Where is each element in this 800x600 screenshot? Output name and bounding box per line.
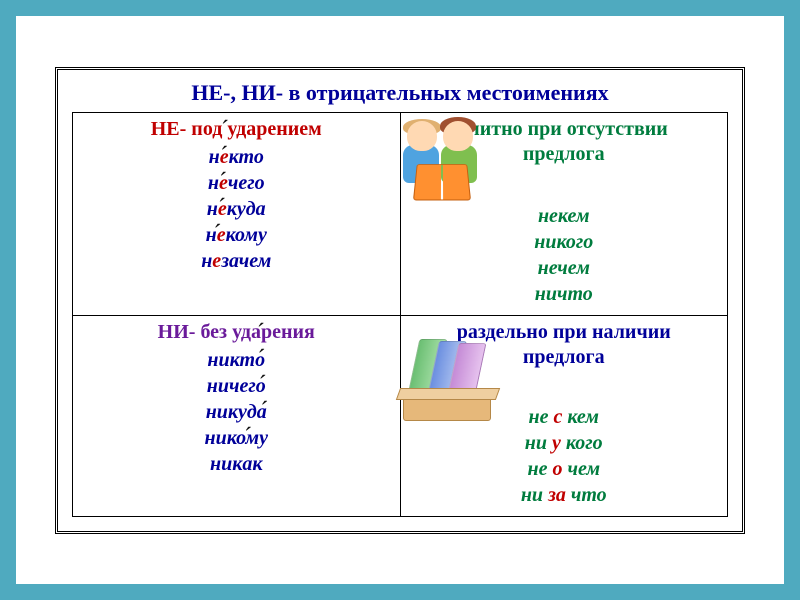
word-item: нечего xyxy=(79,170,394,196)
cell-ne-stressed: НЕ- под ударением некто нечего некуда не… xyxy=(73,112,401,315)
word-item: нечем xyxy=(407,255,722,281)
ne-header: НЕ- под ударением xyxy=(79,117,394,142)
word-item: ни у кого xyxy=(407,430,722,456)
kids-reading-icon xyxy=(385,115,495,205)
word-item: никуда xyxy=(79,399,394,425)
slide-frame: НЕ-, НИ- в отрицательных местоимениях НЕ… xyxy=(0,0,800,600)
word-item: никак xyxy=(79,451,394,477)
word-item: некуда xyxy=(79,196,394,222)
main-title: НЕ-, НИ- в отрицательных местоимениях xyxy=(72,80,728,106)
word-item: некто xyxy=(79,144,394,170)
word-item: никто xyxy=(79,347,394,373)
books-crate-icon xyxy=(385,326,505,421)
content-card: НЕ-, НИ- в отрицательных местоимениях НЕ… xyxy=(55,67,745,534)
ni-header: НИ- без ударения xyxy=(79,320,394,345)
word-item: некем xyxy=(407,203,722,229)
word-item: ничего xyxy=(79,373,394,399)
cell-separate: раздельно при наличии предлога не с кем … xyxy=(400,315,728,516)
word-item: никого xyxy=(407,229,722,255)
rules-table: НЕ- под ударением некто нечего некуда не… xyxy=(72,112,728,517)
cell-together: слитно при отсутствии предлога некем ник… xyxy=(400,112,728,315)
word-item: незачем xyxy=(79,248,394,274)
word-item: некому xyxy=(79,222,394,248)
word-item: не о чем xyxy=(407,456,722,482)
cell-ni-unstressed: НИ- без ударения никто ничего никуда ник… xyxy=(73,315,401,516)
word-item: ничто xyxy=(407,281,722,307)
word-item: никому xyxy=(79,425,394,451)
word-item: ни за что xyxy=(407,482,722,508)
